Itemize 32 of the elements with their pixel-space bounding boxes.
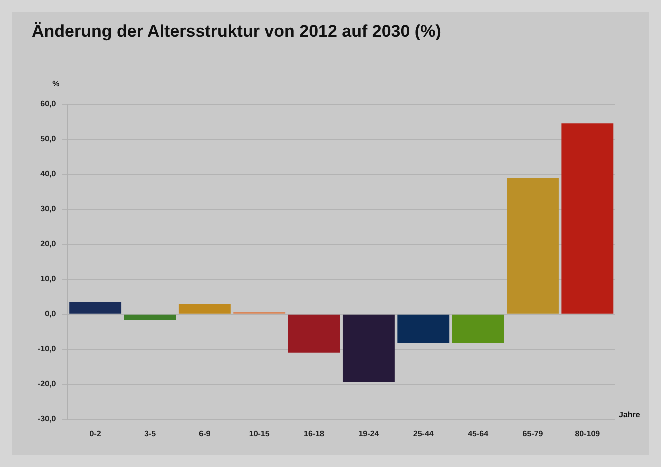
y-tick-label: 40,0 <box>40 170 57 179</box>
bar <box>398 314 450 344</box>
y-tick-label: -20,0 <box>38 380 57 389</box>
x-tick-label: 80-109 <box>575 429 601 438</box>
x-tick-label: 0-2 <box>90 429 102 438</box>
x-tick-label: 65-79 <box>522 429 544 438</box>
x-tick-label: 10-15 <box>249 429 270 438</box>
y-tick-label: 30,0 <box>40 204 57 214</box>
y-tick-label: -10,0 <box>38 344 57 354</box>
y-tick-label: 20,0 <box>40 240 57 249</box>
bar <box>562 124 614 314</box>
y-tick-label: -30,0 <box>38 414 57 424</box>
bar <box>178 304 231 314</box>
y-tick-label: 60,0 <box>40 100 57 109</box>
x-tick-label: 3-5 <box>144 429 157 438</box>
x-tick-label: 25-44 <box>413 429 434 438</box>
y-tick-label: 0,0 <box>45 310 57 319</box>
bar <box>288 314 340 353</box>
x-tick-label: 6-9 <box>199 429 212 438</box>
bar <box>452 314 504 344</box>
bar <box>70 302 122 314</box>
bar <box>342 314 395 382</box>
x-axis-title: Jahre <box>619 410 641 420</box>
y-tick-label: 10,0 <box>40 274 57 284</box>
y-axis-title: % <box>52 80 60 89</box>
bar <box>124 314 176 320</box>
bar <box>507 178 559 314</box>
x-tick-label: 45-64 <box>468 429 490 438</box>
chart-title: Änderung der Altersstruktur von 2012 auf 2030 (%) <box>32 22 442 41</box>
y-tick-label: 50,0 <box>40 134 57 144</box>
x-tick-label: 19-24 <box>358 429 380 438</box>
x-tick-label: 16-18 <box>304 429 326 438</box>
